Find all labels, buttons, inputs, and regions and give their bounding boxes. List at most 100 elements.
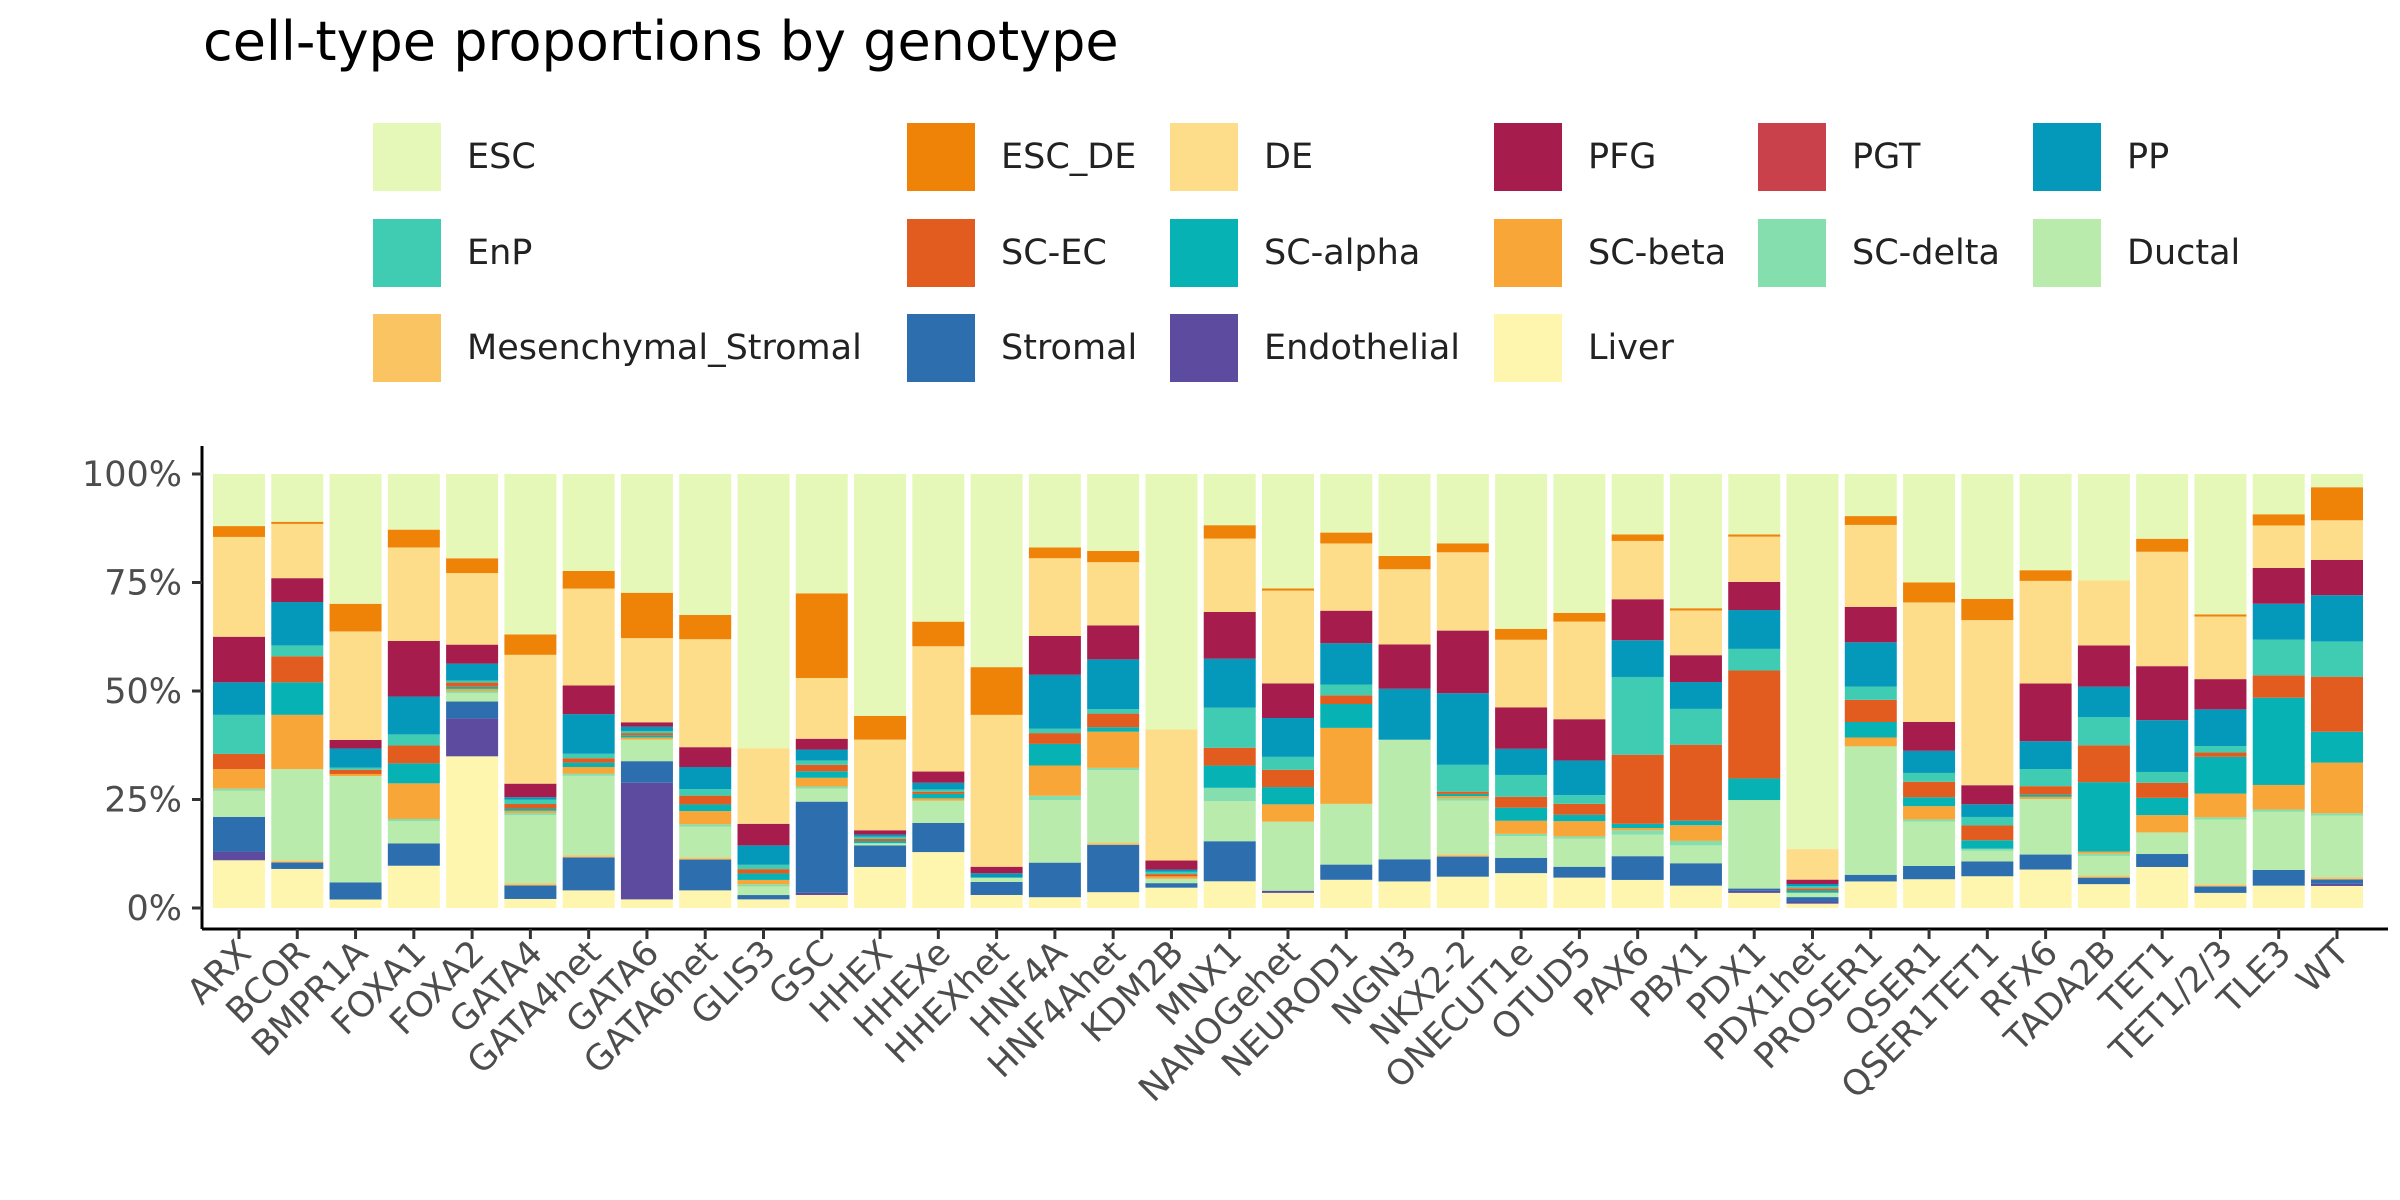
legend-label-sc-ec: SC-EC bbox=[1001, 233, 1107, 273]
bar-segment-gata4het-esc-de bbox=[562, 570, 615, 589]
legend-swatch-sc-ec bbox=[907, 219, 975, 287]
bar-segment-foxa1-stromal bbox=[387, 843, 440, 866]
bar-segment-qser1-esc bbox=[1903, 474, 1956, 583]
legend-label-pgt: PGT bbox=[1852, 137, 1921, 177]
legend-swatch-ductal bbox=[2033, 219, 2101, 287]
bar-ngn3 bbox=[1378, 474, 1431, 908]
bar-proser1 bbox=[1844, 474, 1897, 908]
bar-segment-hhex-enp bbox=[854, 836, 907, 839]
legend-swatch-de bbox=[1170, 123, 1238, 191]
bar-segment-gata6het-esc bbox=[679, 474, 732, 615]
bar-segment-qser1tet1-enp bbox=[1961, 816, 2014, 826]
bar-segment-onecut1e-pp bbox=[1495, 748, 1548, 775]
bar-segment-tle3-stromal bbox=[2252, 869, 2305, 886]
bar-segment-rfx6-sc-beta bbox=[2019, 796, 2072, 799]
bar-segment-hhexe-sc-alpha bbox=[912, 793, 965, 799]
bar-segment-tet1-sc-alpha bbox=[2136, 797, 2189, 816]
bar-segment-gata6het-sc-alpha bbox=[679, 804, 732, 812]
bar-segment-ngn3-pfg bbox=[1378, 644, 1431, 689]
bar-segment-proser1-ductal bbox=[1844, 746, 1897, 875]
bar-segment-hnf4a-liver bbox=[1028, 897, 1081, 908]
bar-segment-bmpr1a-stromal bbox=[329, 882, 382, 900]
bar-segment-hhex-pfg bbox=[854, 830, 907, 835]
bar-segment-bcor-mesenchymal-stromal bbox=[271, 860, 324, 863]
bar-segment-wt-mesenchymal-stromal bbox=[2311, 877, 2363, 880]
bar-segment-neurod1-pfg bbox=[1320, 610, 1373, 644]
bar-segment-hhexhet-pfg bbox=[970, 866, 1023, 874]
bar-segment-hhexe-sc-ec bbox=[912, 791, 965, 794]
bar-segment-arx-pp bbox=[213, 682, 265, 715]
bar-segment-kdm2b-pp bbox=[1145, 869, 1198, 872]
bar-segment-wt-esc bbox=[2311, 474, 2363, 488]
bar-segment-hhexhet-ductal bbox=[970, 877, 1023, 882]
bar-segment-tet1-2-3-mesenchymal-stromal bbox=[2194, 884, 2247, 887]
bar-segment-foxa1-liver bbox=[387, 865, 440, 908]
bar-segment-foxa1-sc-alpha bbox=[387, 763, 440, 784]
bar-segment-rfx6-sc-alpha bbox=[2019, 794, 2072, 797]
legend-label-sc-beta: SC-beta bbox=[1588, 233, 1727, 273]
bar-segment-pdx1-de bbox=[1728, 536, 1781, 582]
bar-segment-wt-endothelial bbox=[2311, 883, 2363, 886]
bar-segment-hhexhet-esc-de bbox=[970, 667, 1023, 715]
bar-segment-gsc-sc-ec bbox=[795, 764, 848, 772]
bar-segment-tet1-2-3-sc-alpha bbox=[2194, 756, 2247, 794]
bar-segment-foxa2-enp bbox=[446, 680, 499, 683]
bar-segment-pdx1het-liver bbox=[1786, 903, 1839, 908]
bar-segment-gata6het-sc-beta bbox=[679, 811, 732, 825]
bar-segment-otud5-ductal bbox=[1553, 838, 1606, 867]
bar-segment-hnf4a-sc-alpha bbox=[1028, 743, 1081, 766]
bar-segment-tle3-liver bbox=[2252, 885, 2305, 908]
bar-segment-hhexe-pp bbox=[912, 782, 965, 790]
bar-segment-bmpr1a-enp bbox=[329, 767, 382, 770]
bar-segment-gata6het-enp bbox=[679, 789, 732, 796]
bar-segment-pax6-pfg bbox=[1611, 599, 1664, 641]
bar-segment-otud5-sc-delta bbox=[1553, 836, 1606, 839]
bar-segment-tet1-sc-beta bbox=[2136, 815, 2189, 833]
bar-segment-foxa1-sc-ec bbox=[387, 745, 440, 764]
bar-segment-pbx1-sc-alpha bbox=[1669, 820, 1722, 826]
bar-gata6het bbox=[679, 474, 732, 908]
bar-segment-foxa2-stromal bbox=[446, 701, 499, 719]
bar-segment-nkx2-2-esc-de bbox=[1436, 543, 1489, 553]
bar-segment-wt-esc-de bbox=[2311, 487, 2363, 521]
bar-segment-tada2b-ductal bbox=[2077, 855, 2130, 876]
bar-segment-hhexhet-de bbox=[970, 714, 1023, 867]
bar-segment-pdx1-endothelial bbox=[1728, 890, 1781, 893]
bar-segment-hhexe-pfg bbox=[912, 771, 965, 783]
bar-segment-pdx1-ductal bbox=[1728, 800, 1781, 889]
bar-segment-bmpr1a-sc-ec bbox=[329, 769, 382, 774]
bar-segment-foxa2-de bbox=[446, 573, 499, 645]
bar-segment-gata4-mesenchymal-stromal bbox=[504, 883, 557, 886]
bar-segment-tet1-2-3-sc-delta bbox=[2194, 817, 2247, 820]
bar-segment-tle3-ductal bbox=[2252, 811, 2305, 870]
bar-gata4 bbox=[504, 474, 557, 908]
bar-segment-mnx1-sc-ec bbox=[1203, 747, 1256, 766]
bar-segment-qser1tet1-sc-ec bbox=[1961, 825, 2014, 841]
bar-segment-tada2b-sc-ec bbox=[2077, 745, 2130, 783]
bar-segment-hhex-liver bbox=[854, 866, 907, 908]
bar-segment-ngn3-stromal bbox=[1378, 859, 1431, 882]
bar-segment-tada2b-stromal bbox=[2077, 877, 2130, 885]
bar-segment-nanogehet-sc-alpha bbox=[1262, 787, 1314, 805]
bar-segment-pdx1-liver bbox=[1728, 892, 1781, 908]
legend-label-liver: Liver bbox=[1588, 328, 1674, 368]
bar-segment-pax6-esc-de bbox=[1611, 534, 1664, 541]
bar-segment-tet1-sc-ec bbox=[2136, 782, 2189, 798]
bar-segment-proser1-liver bbox=[1844, 881, 1897, 908]
bar-segment-qser1-sc-beta bbox=[1903, 806, 1956, 820]
bar-segment-rfx6-liver bbox=[2019, 869, 2072, 908]
bar-segment-otud5-sc-ec bbox=[1553, 803, 1606, 815]
bar-segment-foxa1-sc-beta bbox=[387, 783, 440, 819]
bar-segment-wt-ductal bbox=[2311, 815, 2363, 878]
bar-segment-hnf4a-ductal bbox=[1028, 800, 1081, 863]
bar-wt bbox=[2311, 474, 2363, 908]
bar-segment-bmpr1a-esc bbox=[329, 474, 382, 604]
bar-segment-bcor-ductal bbox=[271, 769, 324, 861]
bar-segment-gsc-liver bbox=[795, 894, 848, 908]
bar-segment-wt-sc-alpha bbox=[2311, 731, 2363, 763]
bar-segment-neurod1-sc-alpha bbox=[1320, 704, 1373, 728]
bar-segment-qser1-liver bbox=[1903, 879, 1956, 908]
bar-bcor bbox=[271, 474, 324, 908]
bar-segment-mnx1-sc-alpha bbox=[1203, 765, 1256, 788]
bar-segment-gata6het-pfg bbox=[679, 747, 732, 768]
